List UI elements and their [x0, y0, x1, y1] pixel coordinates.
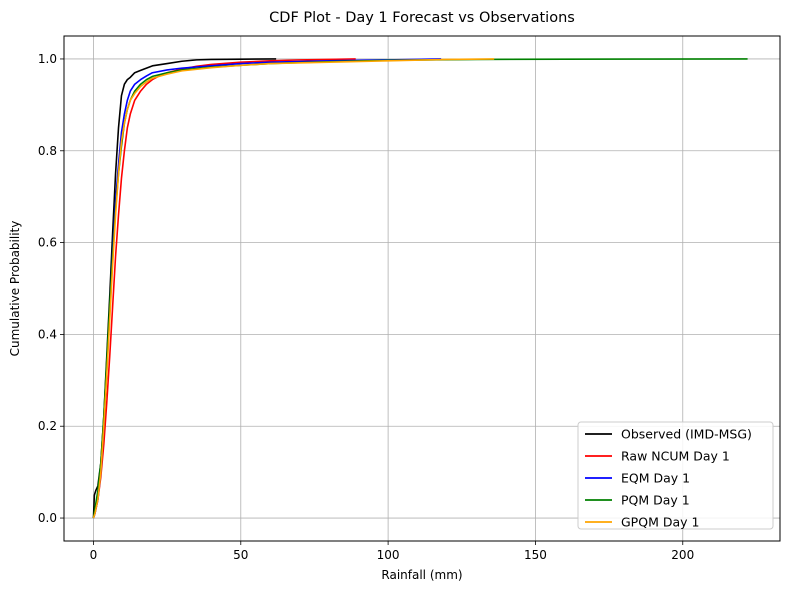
y-tick-label: 0.8: [38, 144, 57, 158]
x-axis-label: Rainfall (mm): [381, 568, 462, 582]
plot-frame: [63, 35, 781, 542]
x-tick-label: 50: [233, 548, 248, 562]
chart-title: CDF Plot - Day 1 Forecast vs Observation…: [269, 10, 575, 26]
x-tick-label: 100: [377, 548, 400, 562]
legend-box: [577, 421, 774, 530]
y-tick-label: 0.2: [38, 419, 57, 433]
series-line-2: [92, 58, 442, 519]
legend-label: EQM Day 1: [621, 471, 690, 486]
series-line-1: [92, 58, 356, 519]
series-lines: [92, 58, 748, 519]
grid-lines: [64, 36, 780, 541]
legend: Observed (IMD-MSG) Raw NCUM Day 1 EQM Day …: [577, 421, 774, 530]
y-tick-label: 0.4: [38, 327, 57, 341]
legend-label: PQM Day 1: [621, 493, 690, 508]
series-line-0: [92, 58, 277, 519]
legend-label: GPQM Day 1: [621, 515, 699, 530]
legend-label: Raw NCUM Day 1: [621, 449, 730, 464]
x-tick-label: 0: [90, 548, 98, 562]
x-tick-label: 150: [524, 548, 547, 562]
legend-label: Observed (IMD-MSG): [621, 427, 752, 442]
x-tick-label: 200: [671, 548, 694, 562]
axis-ticks: 0 50 100 150 200 0.0 0.2 0.4 0.6 0.8 1.0: [38, 52, 694, 562]
series-line-4: [92, 58, 495, 519]
y-tick-label: 0.0: [38, 511, 57, 525]
y-tick-label: 1.0: [38, 52, 57, 66]
y-axis-label: Cumulative Probability: [8, 221, 22, 357]
y-tick-label: 0.6: [38, 236, 57, 250]
